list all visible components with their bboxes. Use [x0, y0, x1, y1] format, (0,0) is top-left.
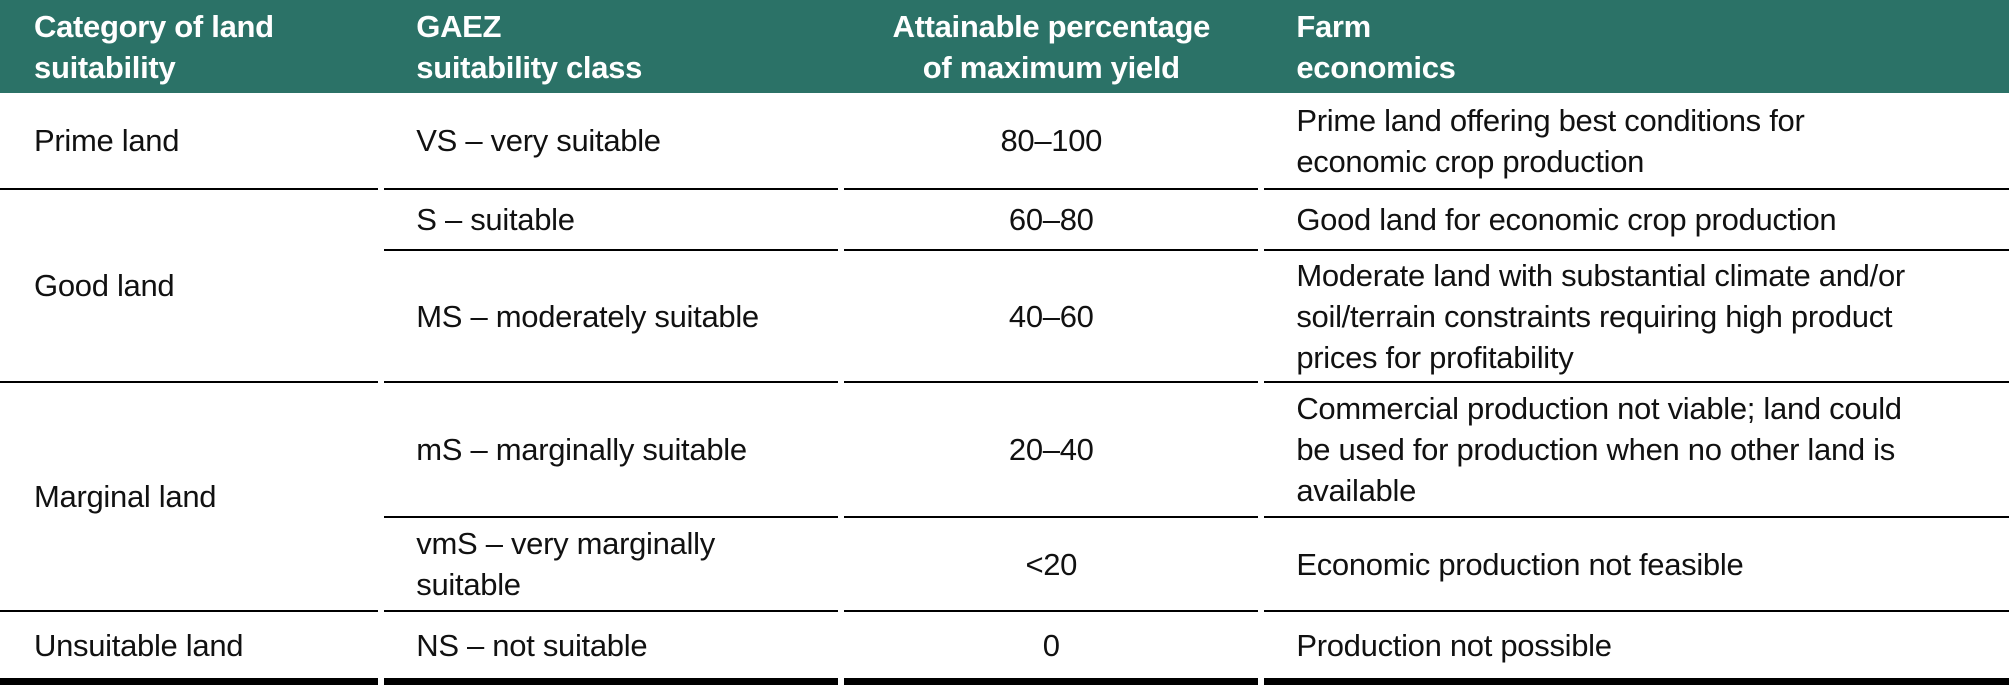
marginally-suitable-economics-cell: Commercial production not viable; land c…: [1264, 383, 2009, 518]
not-suitable-yield-cell: 0: [844, 612, 1259, 685]
moderately-suitable-economics-cell: Moderate land with substantial climate a…: [1264, 251, 2009, 383]
header-attainable-yield: Attainable percentage of maximum yield: [844, 0, 1259, 93]
row-marginally-suitable: Marginal land mS – marginally suitable 2…: [0, 383, 2009, 612]
row-moderately-suitable: MS – moderately suitable 40–60 Moderate …: [0, 251, 2009, 383]
moderately-suitable-class-cell: MS – moderately suitable: [384, 251, 839, 383]
header-category: Category of land suitability: [0, 0, 379, 93]
moderately-suitable-yield-cell: 40–60: [844, 251, 1259, 383]
unsuitable-category-cell: Unsuitable land: [0, 612, 379, 685]
header-farm-economics: Farm economics: [1264, 0, 2009, 93]
prime-economics-cell: Prime land offering best conditions for …: [1264, 93, 2009, 190]
suitable-yield-cell: 60–80: [844, 190, 1259, 251]
not-suitable-class-cell: NS – not suitable: [384, 612, 839, 685]
marginally-suitable-class-cell: mS – marginally suitable: [384, 383, 839, 518]
marginal-land-category-cell: Marginal land: [0, 383, 379, 612]
good-land-category-cell: Good land: [0, 190, 379, 383]
row-unsuitable-land: Unsuitable land NS – not suitable 0 Prod…: [0, 612, 2009, 685]
prime-yield-cell: 80–100: [844, 93, 1259, 190]
header-row: Category of land suitability GAEZ suitab…: [0, 0, 2009, 93]
prime-category-cell: Prime land: [0, 93, 379, 190]
prime-class-cell: VS – very suitable: [384, 93, 839, 190]
suitable-economics-cell: Good land for economic crop production: [1264, 190, 2009, 251]
not-suitable-economics-cell: Production not possible: [1264, 612, 2009, 685]
very-marginally-suitable-yield-cell: <20: [844, 518, 1259, 612]
row-prime-land: Prime land VS – very suitable 80–100 Pri…: [0, 93, 2009, 190]
marginally-suitable-yield-cell: 20–40: [844, 383, 1259, 518]
row-very-marginally-suitable: vmS – very marginally suitable <20 Econo…: [0, 518, 2009, 612]
very-marginally-suitable-class-cell: vmS – very marginally suitable: [384, 518, 839, 612]
very-marginally-suitable-economics-cell: Economic production not feasible: [1264, 518, 2009, 612]
suitable-class-cell: S – suitable: [384, 190, 839, 251]
row-suitable: Good land S – suitable 60–80 Good land f…: [0, 190, 2009, 383]
header-gaez-class: GAEZ suitability class: [384, 0, 839, 93]
